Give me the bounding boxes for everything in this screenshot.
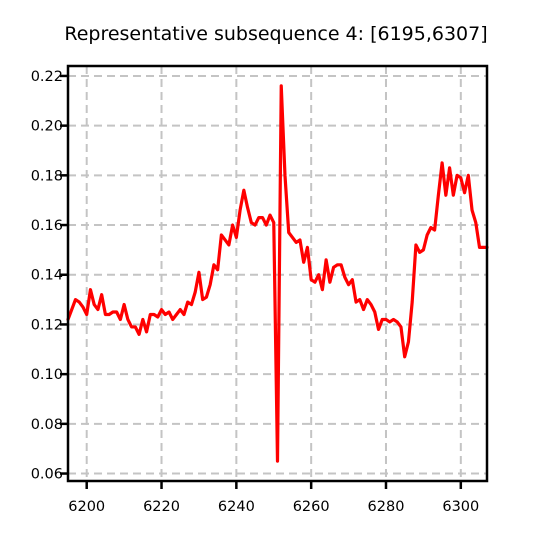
- y-tick-label: 0.18: [31, 168, 63, 184]
- y-tick-label: 0.20: [31, 119, 63, 135]
- y-tick-label: 0.10: [31, 367, 63, 383]
- series-line: [66, 84, 489, 463]
- x-axis: 6200 6220 6240 6260 6280 6300: [68, 481, 479, 515]
- chart-title: Representative subsequence 4: [6195,6307…: [64, 23, 487, 45]
- series-layer: [66, 84, 489, 463]
- y-tick-label: 0.12: [31, 317, 63, 333]
- x-tick-label: 6280: [368, 499, 405, 515]
- x-tick-label: 6300: [442, 499, 479, 515]
- y-axis: 0.06 0.08 0.10 0.12 0.14 0.16 0.18 0.20 0.22: [31, 69, 68, 483]
- x-tick-label: 6200: [68, 499, 105, 515]
- y-tick-label: 0.08: [31, 417, 63, 433]
- y-tick-label: 0.14: [31, 268, 63, 284]
- y-tick-label: 0.16: [31, 218, 63, 234]
- x-tick-label: 6220: [143, 499, 180, 515]
- y-tick-label: 0.22: [31, 69, 63, 85]
- x-tick-label: 6240: [218, 499, 255, 515]
- x-tick-label: 6260: [293, 499, 330, 515]
- y-tick-label: 0.06: [31, 467, 63, 483]
